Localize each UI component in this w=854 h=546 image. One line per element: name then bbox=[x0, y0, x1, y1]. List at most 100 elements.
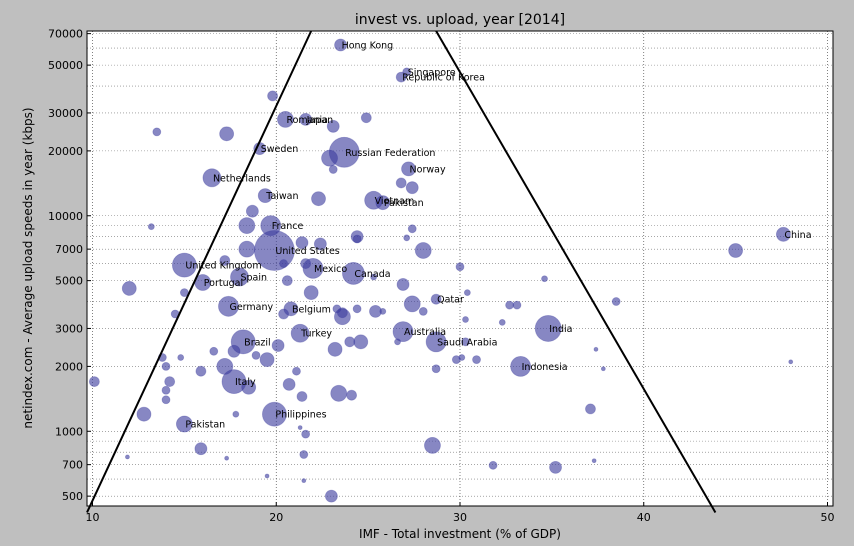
data-point bbox=[458, 354, 466, 361]
point-label: Mexico bbox=[314, 264, 347, 275]
point-label: Russian Federation bbox=[345, 148, 435, 159]
y-tick-label: 50000 bbox=[48, 59, 83, 72]
point-label: China bbox=[784, 230, 811, 241]
data-point bbox=[403, 295, 421, 313]
data-point bbox=[292, 366, 301, 376]
data-point bbox=[327, 341, 343, 357]
data-point bbox=[267, 90, 278, 102]
data-point bbox=[260, 215, 282, 237]
data-point bbox=[257, 188, 273, 204]
data-point bbox=[301, 429, 311, 439]
data-point bbox=[463, 289, 471, 296]
point-label: Portugal bbox=[204, 278, 243, 289]
data-point bbox=[121, 281, 137, 296]
data-point bbox=[593, 346, 599, 352]
data-point bbox=[418, 306, 428, 316]
data-point bbox=[488, 460, 498, 470]
data-point bbox=[259, 352, 275, 368]
data-point bbox=[171, 252, 197, 278]
data-point bbox=[299, 450, 309, 459]
y-tick-label: 7000 bbox=[55, 243, 83, 256]
data-point bbox=[585, 403, 596, 415]
point-label: Canada bbox=[354, 269, 390, 280]
point-label: Saudi Arabia bbox=[437, 337, 497, 348]
fit-line bbox=[435, 30, 717, 513]
data-point bbox=[375, 195, 391, 211]
data-point bbox=[152, 127, 162, 137]
data-point bbox=[209, 346, 219, 356]
data-point bbox=[396, 278, 410, 291]
data-point bbox=[281, 275, 293, 287]
point-label: Belgium bbox=[292, 304, 331, 315]
data-point bbox=[161, 395, 171, 405]
data-point bbox=[402, 67, 412, 77]
data-point bbox=[321, 149, 338, 167]
y-tick-label: 20000 bbox=[48, 145, 83, 158]
data-point bbox=[241, 379, 257, 395]
data-point bbox=[282, 377, 296, 391]
data-point bbox=[278, 308, 290, 320]
data-point bbox=[424, 436, 441, 454]
data-point bbox=[430, 293, 442, 305]
data-point bbox=[147, 223, 155, 231]
data-point bbox=[405, 181, 419, 195]
data-point bbox=[431, 364, 441, 374]
ticks: 10 20 30 40 50 500 700 1000 2000 3000 5000 7000 1000… bbox=[48, 28, 834, 524]
y-tick-label: 10000 bbox=[48, 210, 83, 223]
chart-title: invest vs. upload, year [2014] bbox=[355, 12, 565, 28]
data-point bbox=[224, 455, 230, 461]
point-label: France bbox=[272, 221, 304, 232]
data-point bbox=[541, 275, 548, 283]
data-point bbox=[313, 237, 327, 251]
data-point bbox=[238, 240, 256, 258]
data-point bbox=[512, 300, 522, 310]
point-label: Pakistan bbox=[185, 420, 225, 431]
data-point bbox=[219, 255, 231, 266]
data-point bbox=[195, 365, 207, 377]
y-tick-label: 500 bbox=[62, 490, 83, 503]
y-axis-label: netindex.com - Average upload speeds in … bbox=[21, 107, 35, 428]
data-point bbox=[401, 161, 416, 177]
point-label: Hong Kong bbox=[342, 40, 394, 51]
x-axis-label: IMF - Total investment (% of GDP) bbox=[359, 527, 561, 541]
data-point bbox=[534, 315, 562, 342]
data-point bbox=[342, 262, 365, 285]
data-point bbox=[271, 339, 285, 352]
data-point bbox=[296, 391, 308, 402]
data-point bbox=[498, 319, 506, 326]
point-label: United Kingdom bbox=[185, 261, 261, 272]
x-tick-label: 40 bbox=[637, 511, 651, 524]
point-label: Turkey bbox=[300, 329, 332, 340]
data-point bbox=[472, 355, 481, 365]
data-point bbox=[591, 458, 597, 464]
point-label: Philippines bbox=[275, 410, 326, 421]
data-point bbox=[352, 234, 362, 244]
point-label: Italy bbox=[235, 377, 256, 388]
point-label: India bbox=[549, 324, 572, 335]
data-point bbox=[344, 336, 356, 348]
data-point bbox=[455, 262, 465, 272]
data-point bbox=[425, 331, 447, 353]
data-point bbox=[295, 236, 309, 250]
data-point bbox=[194, 442, 208, 456]
data-point bbox=[360, 112, 372, 124]
data-point bbox=[352, 304, 362, 314]
data-point bbox=[332, 304, 342, 314]
data-point bbox=[353, 334, 369, 350]
data-point bbox=[775, 226, 791, 242]
data-point bbox=[238, 217, 256, 235]
data-point bbox=[549, 460, 562, 474]
x-tick-label: 30 bbox=[453, 511, 467, 524]
data-point bbox=[394, 338, 401, 346]
point-label: Australia bbox=[404, 327, 446, 338]
point-label: Qatar bbox=[437, 295, 464, 306]
data-point bbox=[510, 355, 532, 377]
y-tick-label: 3000 bbox=[55, 322, 83, 335]
data-point bbox=[202, 168, 222, 188]
data-point bbox=[279, 259, 289, 268]
data-point bbox=[334, 38, 347, 52]
data-point bbox=[461, 337, 470, 347]
data-point bbox=[264, 473, 270, 479]
data-point bbox=[395, 71, 407, 83]
data-point bbox=[330, 384, 348, 402]
